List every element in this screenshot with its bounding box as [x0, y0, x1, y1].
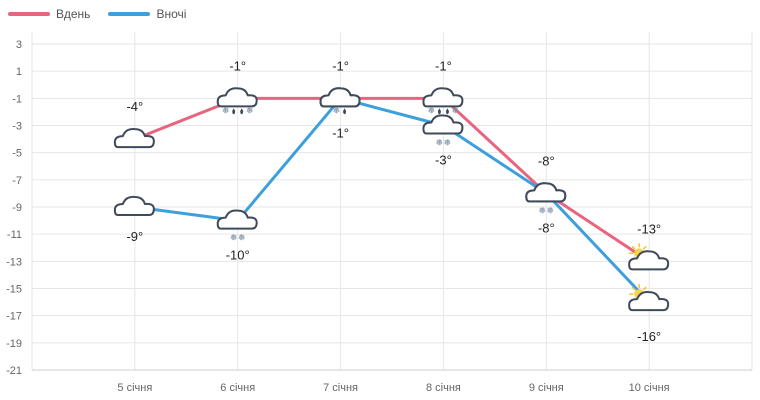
y-tick-label: 1 — [16, 66, 22, 78]
y-tick-label: -5 — [12, 148, 22, 160]
y-tick-label: -7 — [12, 175, 22, 187]
x-tick-label: 9 січня — [529, 382, 564, 394]
y-tick-label: 3 — [16, 39, 22, 51]
data-label-day: -1° — [435, 58, 452, 73]
legend-label-day: Вдень — [56, 7, 91, 21]
cloud-rain-snow-icon: ❅ ❅ — [216, 87, 258, 115]
raindrop-glyph — [445, 108, 449, 115]
y-tick-label: -17 — [6, 311, 22, 323]
y-tick-label: -13 — [6, 256, 22, 268]
cloud-shape — [216, 209, 258, 230]
x-tick-label: 8 січня — [426, 382, 461, 394]
sun-ray — [631, 245, 636, 250]
data-label-day: -1° — [332, 58, 349, 73]
cloud-shape — [628, 250, 670, 271]
snowflake-glyph: ❅ — [444, 138, 452, 148]
legend-item-night[interactable]: Вночі — [108, 7, 186, 21]
raindrop-glyph — [240, 108, 244, 115]
snowflake-glyph: ❅ — [230, 233, 238, 243]
x-tick-label: 10 січня — [629, 382, 670, 394]
y-tick-label: -19 — [6, 338, 22, 350]
cloud-snow-icon: ❅ ❅ — [525, 182, 567, 215]
sun-cloud-icon — [628, 284, 670, 312]
cloud-icon — [113, 195, 155, 216]
legend-swatch-day — [8, 12, 50, 16]
legend-swatch-night — [108, 12, 151, 16]
y-tick-label: -11 — [7, 229, 22, 241]
data-label-day: -4° — [126, 99, 143, 114]
cloud-rain-snow-icon: ❅ ❅ — [422, 87, 464, 115]
cloud-shape — [628, 290, 670, 312]
y-tick-label: -21 — [6, 365, 22, 377]
raindrop-glyph — [343, 108, 347, 115]
snowflake-glyph: ❅ — [222, 105, 230, 115]
cloud-shape — [113, 195, 155, 216]
cloud-rain-snow-icon: ❅ — [319, 87, 361, 115]
legend-item-day[interactable]: Вдень — [8, 7, 90, 21]
data-label-night: -8° — [538, 220, 555, 235]
data-label-day: -8° — [538, 153, 555, 168]
snowflake-glyph: ❅ — [246, 105, 254, 115]
cloud-snow-icon: ❅ ❅ — [422, 114, 464, 148]
raindrop-glyph — [232, 108, 236, 115]
y-tick-label: -3 — [12, 121, 22, 133]
cloud-snow-icon: ❅ ❅ — [216, 209, 258, 243]
cloud-shape — [319, 87, 361, 108]
snowflake-glyph: ❅ — [452, 105, 460, 115]
series-line-night — [134, 96, 651, 304]
x-tick-label: 6 січня — [220, 382, 255, 394]
legend-label-night: Вночі — [156, 7, 187, 21]
snowflake-glyph: ❅ — [238, 233, 246, 243]
y-tick-label: -9 — [12, 202, 22, 214]
sun-ray — [642, 245, 647, 250]
cloud-shape — [422, 114, 464, 135]
sun-cloud-icon — [628, 243, 670, 271]
data-label-night: -1° — [332, 125, 349, 140]
snowflake-glyph: ❅ — [428, 105, 436, 115]
snowflake-glyph: ❅ — [436, 138, 444, 148]
chart-legend: Вдень Вночі — [8, 7, 186, 21]
cloud-icon — [113, 127, 155, 149]
x-tick-label: 5 січня — [117, 382, 152, 394]
cloud-shape — [216, 87, 258, 108]
sun-ray — [642, 286, 647, 291]
sun-ray — [631, 286, 636, 291]
y-tick-label: -15 — [6, 284, 22, 296]
data-label-day: -13° — [637, 221, 661, 236]
x-tick-label: 7 січня — [323, 382, 358, 394]
data-label-night: -3° — [435, 153, 452, 168]
cloud-shape — [113, 127, 155, 149]
data-label-night: -10° — [226, 248, 250, 263]
snowflake-glyph: ❅ — [539, 205, 547, 215]
cloud-shape — [525, 182, 567, 203]
raindrop-glyph — [437, 108, 441, 115]
data-label-day: -1° — [229, 58, 246, 73]
snowflake-glyph: ❅ — [547, 205, 555, 215]
data-label-night: -9° — [126, 229, 143, 244]
y-tick-label: -1 — [12, 93, 22, 105]
snowflake-glyph: ❅ — [333, 105, 341, 115]
cloud-shape — [422, 87, 464, 108]
data-label-night: -16° — [637, 329, 661, 344]
